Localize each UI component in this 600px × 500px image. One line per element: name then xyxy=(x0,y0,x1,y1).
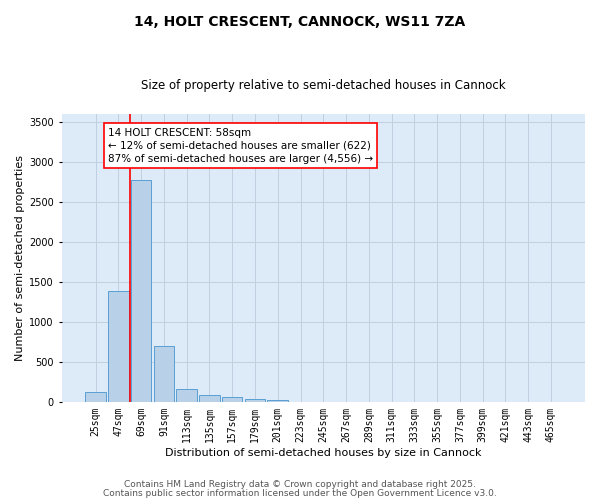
Bar xyxy=(268,400,288,402)
Text: Contains HM Land Registry data © Crown copyright and database right 2025.: Contains HM Land Registry data © Crown c… xyxy=(124,480,476,489)
X-axis label: Distribution of semi-detached houses by size in Cannock: Distribution of semi-detached houses by … xyxy=(165,448,482,458)
Title: Size of property relative to semi-detached houses in Cannock: Size of property relative to semi-detach… xyxy=(141,79,506,92)
Bar xyxy=(222,398,242,402)
Bar xyxy=(245,400,265,402)
Bar xyxy=(199,394,220,402)
Bar xyxy=(108,292,128,402)
Bar xyxy=(176,389,197,402)
Bar xyxy=(85,392,106,402)
Text: 14 HOLT CRESCENT: 58sqm
← 12% of semi-detached houses are smaller (622)
87% of s: 14 HOLT CRESCENT: 58sqm ← 12% of semi-de… xyxy=(108,128,373,164)
Bar xyxy=(131,180,151,402)
Text: Contains public sector information licensed under the Open Government Licence v3: Contains public sector information licen… xyxy=(103,488,497,498)
Text: 14, HOLT CRESCENT, CANNOCK, WS11 7ZA: 14, HOLT CRESCENT, CANNOCK, WS11 7ZA xyxy=(134,15,466,29)
Y-axis label: Number of semi-detached properties: Number of semi-detached properties xyxy=(15,155,25,361)
Bar xyxy=(154,346,174,402)
